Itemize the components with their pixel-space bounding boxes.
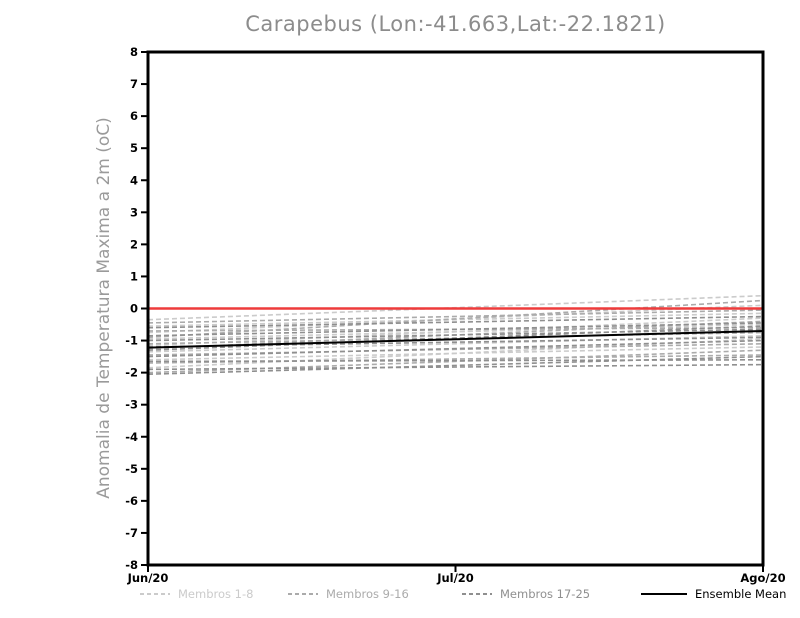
x-axis-tick-label: Ago/20 xyxy=(740,571,785,585)
chart-legend: Membros 1-8 Membros 9-16 Membros 17-25 E… xyxy=(0,586,800,602)
ensemble-member-line xyxy=(147,358,764,363)
y-axis-tick-label: 2 xyxy=(130,237,138,251)
ensemble-member-line xyxy=(147,349,764,374)
legend-label: Membros 1-8 xyxy=(178,587,254,601)
y-axis-tick-label: 5 xyxy=(130,141,138,155)
ensemble-member-line xyxy=(147,336,764,348)
legend-item-membros-9-16: Membros 9-16 xyxy=(288,586,409,602)
y-axis-tick-label: 4 xyxy=(130,173,138,187)
ensemble-member-line xyxy=(147,312,764,327)
legend-label: Membros 17-25 xyxy=(500,587,591,601)
x-axis-tick-label: Jul/20 xyxy=(436,571,474,585)
y-axis-tick-label: 3 xyxy=(130,205,138,219)
ensemble-member-line xyxy=(147,355,764,376)
ensemble-member-line xyxy=(147,342,764,356)
y-axis-tick-label: -8 xyxy=(125,558,138,572)
ensemble-member-line xyxy=(147,339,764,358)
y-axis-tick-label: -5 xyxy=(125,462,138,476)
y-axis-tick-label: -7 xyxy=(125,526,138,540)
y-axis-tick-label: -2 xyxy=(125,366,138,380)
y-axis-tick-label: -1 xyxy=(125,334,138,348)
ensemble-member-line xyxy=(147,328,764,342)
ensemble-member-line xyxy=(147,315,764,329)
dashed-line-swatch xyxy=(288,593,318,595)
legend-item-membros-1-8: Membros 1-8 xyxy=(140,586,253,602)
ensemble-member-line xyxy=(147,309,764,324)
ensemble-member-line xyxy=(147,354,764,364)
ensemble-member-line xyxy=(147,299,764,339)
chart-title: Carapebus (Lon:-41.663,Lat:-22.1821) xyxy=(245,12,666,36)
legend-label: Membros 9-16 xyxy=(326,587,409,601)
legend-item-membros-17-25: Membros 17-25 xyxy=(462,586,590,602)
legend-item-ensemble-mean: Ensemble Mean xyxy=(641,586,786,602)
ensemble-mean-line xyxy=(147,329,764,349)
ensemble-member-line xyxy=(147,322,764,337)
dashed-line-swatch xyxy=(462,593,492,595)
ensemble-member-line xyxy=(147,325,764,351)
y-axis-tick-label: -4 xyxy=(125,430,138,444)
ensemble-member-line xyxy=(147,317,764,347)
y-axis-tick-label: 7 xyxy=(130,77,138,91)
y-axis-tick-label: -6 xyxy=(125,494,138,508)
legend-label: Ensemble Mean xyxy=(695,587,787,601)
dashed-line-swatch xyxy=(140,593,170,595)
ensemble-member-line xyxy=(147,363,764,371)
x-axis-tick-label: Jun/20 xyxy=(127,571,169,585)
y-axis-tick-label: -3 xyxy=(125,398,138,412)
y-axis-tick-label: 1 xyxy=(130,269,138,283)
y-axis-tick-label: 6 xyxy=(130,109,138,123)
y-axis-tick-label: 0 xyxy=(130,302,138,316)
y-axis-tick-label: 8 xyxy=(130,45,138,59)
solid-line-swatch xyxy=(641,593,687,595)
